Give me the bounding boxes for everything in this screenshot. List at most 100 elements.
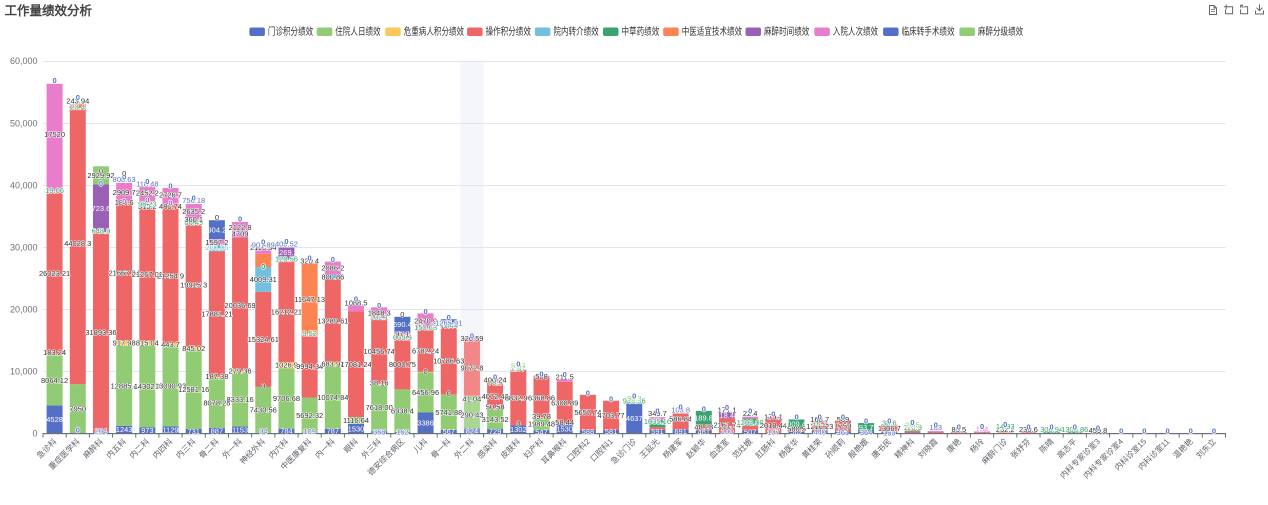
svg-text:0: 0 (122, 169, 126, 178)
svg-text:0: 0 (632, 392, 636, 401)
svg-text:0: 0 (1142, 427, 1146, 436)
svg-text:住院人日绩效: 住院人日绩效 (335, 25, 380, 38)
svg-text:0: 0 (493, 372, 497, 381)
svg-text:2269.2: 2269.2 (275, 248, 298, 257)
svg-text:0: 0 (563, 370, 567, 379)
svg-text:8064.12: 8064.12 (41, 376, 68, 385)
svg-text:19.06: 19.06 (45, 186, 64, 195)
svg-text:0: 0 (771, 409, 775, 418)
svg-text:5741.88: 5741.88 (435, 408, 462, 417)
svg-text:0: 0 (748, 407, 752, 416)
svg-text:2909.7: 2909.7 (113, 188, 136, 197)
svg-text:290.43: 290.43 (460, 410, 483, 419)
svg-text:0: 0 (215, 213, 219, 222)
svg-text:0: 0 (99, 179, 103, 188)
svg-text:0: 0 (887, 416, 891, 425)
svg-text:50,000: 50,000 (10, 118, 38, 128)
svg-text:360.1: 360.1 (184, 215, 203, 224)
svg-text:4009.31: 4009.31 (250, 275, 277, 284)
svg-text:1243: 1243 (116, 425, 133, 434)
svg-text:581: 581 (605, 427, 618, 436)
svg-text:0: 0 (910, 418, 914, 427)
svg-text:648.9: 648.9 (92, 226, 111, 235)
svg-text:729: 729 (489, 427, 502, 436)
svg-text:1035.16: 1035.16 (644, 417, 671, 426)
svg-text:危重病人积分绩效: 危重病人积分绩效 (404, 25, 464, 38)
svg-text:6782.24: 6782.24 (412, 347, 439, 356)
svg-text:3690.47: 3690.47 (389, 320, 416, 329)
svg-text:3143.52: 3143.52 (482, 415, 509, 424)
svg-text:784: 784 (280, 427, 293, 436)
svg-text:824: 824 (466, 427, 479, 436)
svg-text:3386: 3386 (417, 419, 434, 428)
svg-text:0: 0 (794, 413, 798, 422)
svg-text:0: 0 (818, 413, 822, 422)
svg-text:1116.64: 1116.64 (343, 416, 369, 425)
svg-text:0: 0 (980, 422, 984, 431)
svg-text:0: 0 (1119, 427, 1123, 436)
svg-text:0: 0 (609, 394, 613, 403)
svg-text:50.58: 50.58 (486, 403, 505, 412)
svg-text:0: 0 (423, 367, 427, 376)
svg-text:0: 0 (447, 389, 451, 398)
svg-text:443.7: 443.7 (161, 340, 180, 349)
svg-text:567: 567 (443, 427, 456, 436)
svg-text:0: 0 (586, 388, 590, 397)
svg-text:10,000: 10,000 (10, 367, 38, 377)
svg-text:9.52: 9.52 (302, 329, 317, 338)
svg-text:0: 0 (1212, 427, 1216, 436)
svg-text:48.28: 48.28 (694, 423, 713, 432)
svg-text:4528: 4528 (46, 415, 63, 424)
svg-text:0: 0 (655, 407, 659, 416)
svg-text:8333.16: 8333.16 (227, 395, 254, 404)
svg-text:0: 0 (1165, 427, 1169, 436)
svg-text:6938.4: 6938.4 (391, 407, 414, 416)
svg-text:0: 0 (76, 426, 80, 435)
svg-text:临床转手术绩效: 临床转手术绩效 (902, 25, 955, 38)
svg-text:4637: 4637 (626, 414, 643, 423)
svg-text:17081.24: 17081.24 (340, 360, 371, 369)
svg-text:0: 0 (423, 307, 427, 316)
svg-text:845.02: 845.02 (182, 344, 205, 353)
svg-text:入院人次绩效: 入院人次绩效 (833, 25, 878, 38)
svg-text:800.86: 800.86 (321, 273, 344, 282)
svg-text:10074.84: 10074.84 (317, 393, 348, 402)
svg-text:7723.68: 7723.68 (87, 204, 114, 213)
svg-text:8000.75: 8000.75 (389, 360, 416, 369)
svg-text:21254.9: 21254.9 (157, 271, 184, 280)
svg-text:0: 0 (400, 310, 404, 319)
svg-text:40,000: 40,000 (10, 180, 38, 190)
svg-text:44028.3: 44028.3 (64, 239, 91, 248)
svg-text:0: 0 (308, 254, 312, 263)
svg-text:0: 0 (470, 331, 474, 340)
svg-text:操作积分绩效: 操作积分绩效 (486, 25, 531, 38)
svg-text:2470.9: 2470.9 (414, 317, 437, 326)
svg-text:60,000: 60,000 (10, 56, 38, 66)
svg-text:917.98: 917.98 (113, 339, 136, 348)
svg-text:97.1: 97.1 (395, 330, 410, 339)
svg-text:0: 0 (168, 199, 172, 208)
svg-text:0: 0 (679, 403, 683, 412)
svg-text:0: 0 (192, 193, 196, 202)
svg-text:0: 0 (841, 413, 845, 422)
svg-text:7430.56: 7430.56 (250, 406, 277, 415)
svg-text:368: 368 (373, 428, 386, 437)
svg-text:6456.96: 6456.96 (412, 388, 439, 397)
svg-text:183.24: 183.24 (43, 348, 66, 357)
svg-text:中草药绩效: 中草药绩效 (622, 25, 660, 38)
svg-text:麻醉分级绩效: 麻醉分级绩效 (978, 25, 1023, 38)
svg-text:13289.61: 13289.61 (317, 316, 348, 325)
svg-text:12581.16: 12581.16 (178, 385, 209, 394)
svg-text:0: 0 (331, 255, 335, 264)
svg-text:20,000: 20,000 (10, 305, 38, 315)
svg-text:591: 591 (651, 427, 664, 436)
svg-text:院内转介绩效: 院内转介绩效 (553, 25, 598, 38)
svg-text:15324.61: 15324.61 (248, 335, 279, 344)
svg-text:0: 0 (99, 166, 103, 175)
svg-text:1597.2: 1597.2 (205, 238, 228, 247)
svg-text:0: 0 (864, 417, 868, 426)
svg-text:0: 0 (725, 403, 729, 412)
svg-text:4703.77: 4703.77 (597, 411, 624, 420)
svg-text:2122.8: 2122.8 (229, 223, 252, 232)
svg-text:0: 0 (354, 294, 358, 303)
